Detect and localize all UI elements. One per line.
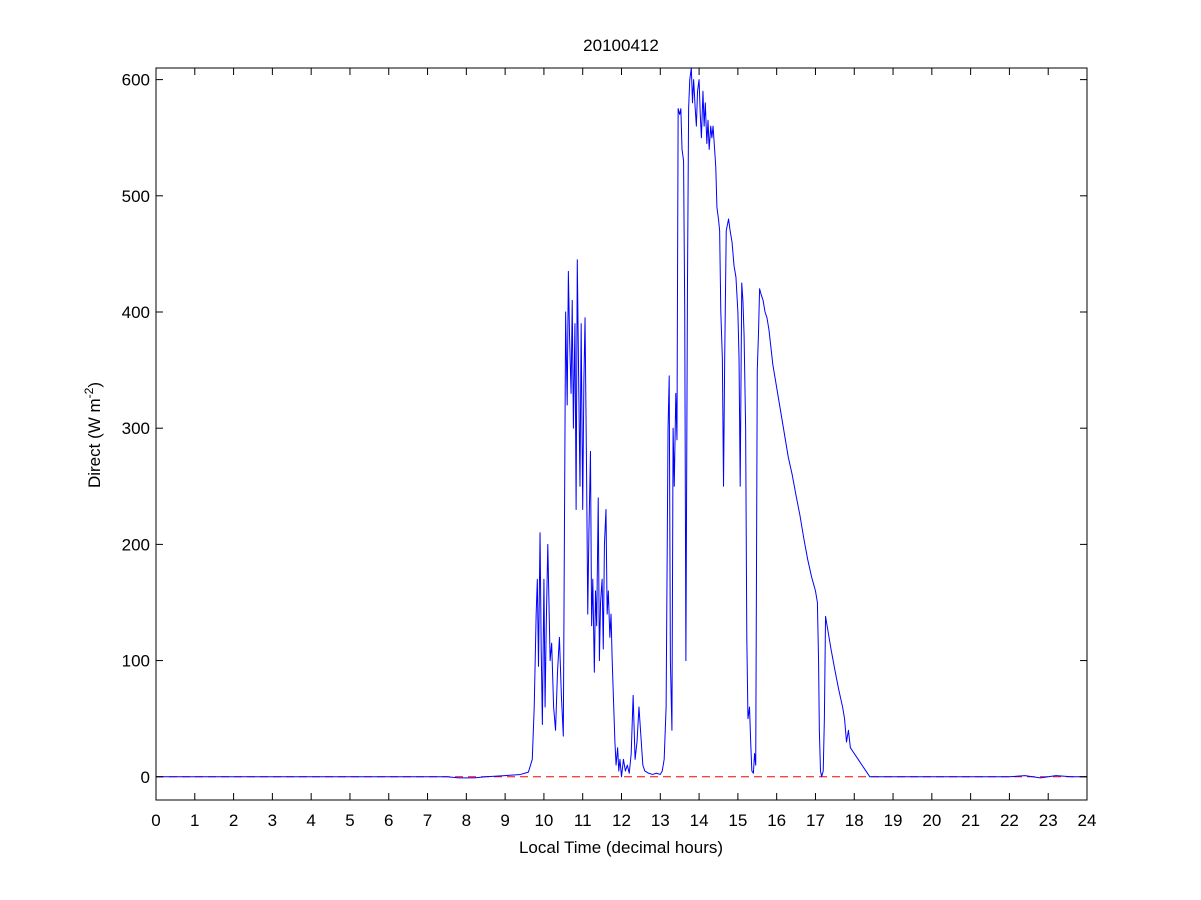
- x-tick-label: 24: [1078, 811, 1097, 830]
- y-axis-title-end: ): [85, 382, 104, 388]
- x-tick-label: 2: [229, 811, 238, 830]
- x-tick-label: 1: [190, 811, 199, 830]
- x-tick-label: 20: [922, 811, 941, 830]
- x-tick-label: 17: [806, 811, 825, 830]
- x-tick-label: 0: [151, 811, 160, 830]
- x-tick-label: 22: [1000, 811, 1019, 830]
- x-tick-label: 8: [462, 811, 471, 830]
- x-tick-label: 12: [612, 811, 631, 830]
- x-tick-label: 9: [500, 811, 509, 830]
- x-axis-title: Local Time (decimal hours): [519, 838, 723, 857]
- y-tick-label: 400: [122, 303, 150, 322]
- y-tick-label: 500: [122, 187, 150, 206]
- plot-area: [156, 68, 1087, 800]
- y-axis: 0 100 200 300 400 500 600: [122, 71, 1087, 787]
- chart-title: 20100412: [583, 36, 659, 55]
- y-tick-label: 200: [122, 535, 150, 554]
- x-tick-label: 23: [1039, 811, 1058, 830]
- y-tick-label: 300: [122, 419, 150, 438]
- y-tick-label: 600: [122, 71, 150, 90]
- x-tick-label: 15: [728, 811, 747, 830]
- x-tick-label: 6: [384, 811, 393, 830]
- x-tick-label: 5: [345, 811, 354, 830]
- y-axis-title-superscript: -2: [82, 387, 96, 398]
- x-tick-label: 18: [845, 811, 864, 830]
- x-tick-label: 4: [306, 811, 315, 830]
- y-tick-label: 100: [122, 652, 150, 671]
- x-tick-label: 19: [884, 811, 903, 830]
- x-tick-label: 16: [767, 811, 786, 830]
- x-tick-label: 14: [690, 811, 709, 830]
- x-tick-label: 10: [534, 811, 553, 830]
- x-tick-label: 13: [651, 811, 670, 830]
- y-axis-title: Direct (W m-2): [82, 382, 104, 488]
- series-line-0: [156, 67, 1087, 779]
- x-tick-label: 7: [423, 811, 432, 830]
- y-axis-title-main: Direct (W m: [85, 398, 104, 488]
- x-tick-label: 21: [961, 811, 980, 830]
- x-tick-label: 3: [268, 811, 277, 830]
- series-group: [156, 67, 1087, 779]
- x-axis: 0 1 2 3 4 5 6 7 8 9 10 11 12 13 14 15 16 17 18 19 20 21 22 23 24: [151, 68, 1096, 830]
- y-tick-label: 0: [141, 768, 150, 787]
- x-tick-label: 11: [574, 811, 592, 830]
